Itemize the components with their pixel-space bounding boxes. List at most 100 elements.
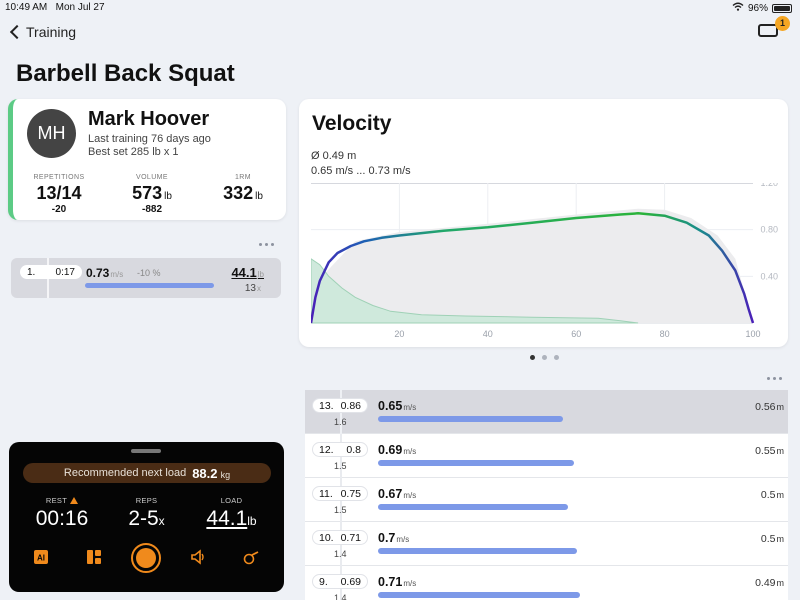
status-time: 10:49 AM Mon Jul 27 [5, 2, 105, 13]
force-area [311, 258, 639, 324]
stat-label: VOLUME [136, 174, 168, 181]
load-label: LOAD [220, 496, 243, 505]
battery-percent: 96% [747, 2, 768, 14]
ai-icon[interactable]: AI [32, 548, 50, 566]
rep-pill: 11. 0.75 [312, 486, 368, 501]
rep-peak-velocity: 0.8 [346, 443, 361, 456]
rep-peak-velocity: 0.69 [340, 575, 361, 588]
set-velocity: 0.73m/s [86, 266, 124, 280]
reps-more-button[interactable] [767, 377, 782, 380]
rep-number: 9. [319, 575, 328, 588]
set-row[interactable]: 1. 0:17 0.73m/s -10 % 44.1lb 13x [11, 258, 281, 298]
page-indicator[interactable] [530, 355, 559, 360]
status-right: 96% [732, 2, 792, 14]
reps-value: 2-5x [128, 507, 165, 530]
rep-velocity-bar [378, 548, 577, 554]
rep-row[interactable]: 11. 0.75 1.5 0.67m/s 0.5m [305, 478, 788, 522]
rep-number: 10. [319, 531, 334, 544]
set-change: -10 % [137, 268, 161, 278]
rest-timer[interactable]: REST 00:16 [27, 496, 97, 531]
list-icon[interactable] [85, 548, 103, 566]
set-more-button[interactable] [259, 243, 274, 246]
y-tick-label: 1.20 [760, 183, 778, 188]
rep-velocity-bar [378, 416, 563, 422]
set-reps: 13x [244, 283, 261, 294]
rep-velocity: 0.69m/s [378, 443, 417, 457]
rep-duration: 1.6 [334, 417, 347, 427]
rep-peak-velocity: 0.75 [340, 487, 361, 500]
velocity-band [311, 208, 753, 323]
rep-row[interactable]: 13. 0.86 1.6 0.65m/s 0.56m [305, 390, 788, 434]
page-dot[interactable] [554, 355, 559, 360]
status-bar: 10:49 AM Mon Jul 27 96% [0, 0, 800, 16]
back-label: Training [26, 24, 77, 40]
back-button[interactable]: Training [8, 24, 76, 40]
record-button[interactable] [131, 543, 161, 573]
rep-duration: 1.4 [334, 549, 347, 559]
page-title: Barbell Back Squat [16, 60, 235, 87]
volume-icon[interactable] [189, 548, 207, 566]
velocity-chart: 20 40 60 80 100 1.20 0.80 0.40 [311, 183, 778, 339]
rep-velocity: 0.65m/s [378, 399, 417, 413]
stat-value: 13/14 [36, 183, 82, 203]
avg-distance: Ø 0.49 m [311, 150, 357, 162]
recommended-label: Recommended next load [63, 467, 187, 479]
stat-value: 332 lb [223, 183, 263, 203]
rep-pill: 10. 0.71 [312, 530, 368, 545]
athlete-card[interactable]: MH Mark Hoover Last training 76 days ago… [8, 99, 286, 220]
rep-peak-velocity: 0.71 [340, 531, 361, 544]
rep-distance: 0.56m [755, 401, 784, 413]
rep-peak-velocity: 0.86 [340, 399, 361, 412]
wifi-icon [732, 2, 744, 14]
rep-velocity: 0.7m/s [378, 531, 410, 545]
stat-sub: -882 [141, 204, 162, 215]
velocity-card[interactable]: Velocity Ø 0.49 m 0.65 m/s ... 0.73 m/s … [299, 99, 788, 347]
rep-velocity: 0.71m/s [378, 575, 417, 589]
svg-text:AI: AI [37, 554, 45, 563]
x-tick-label: 40 [483, 329, 493, 339]
stat-1rm: 1RM 332 lb [213, 174, 273, 204]
set-number-pill: 1. 0:17 [20, 265, 82, 279]
rep-duration: 1.5 [334, 505, 347, 515]
set-number: 1. [27, 266, 36, 278]
reps-target[interactable]: REPS 2-5x [114, 496, 179, 531]
control-panel[interactable]: Recommended next load 88.2 kg REST 00:16… [9, 442, 284, 592]
rep-row[interactable]: 9. 0.69 1.4 0.71m/s 0.49m [305, 566, 788, 600]
rep-number: 12. [319, 443, 334, 456]
reps-label: REPS [135, 496, 158, 505]
battery-icon [772, 3, 792, 13]
rep-velocity-bar [378, 504, 569, 510]
rest-value: 00:16 [35, 507, 89, 530]
rep-pill: 12. 0.8 [312, 442, 368, 457]
rep-distance: 0.55m [755, 445, 784, 457]
athlete-name: Mark Hoover [88, 108, 210, 130]
reps-list[interactable]: 13. 0.86 1.6 0.65m/s 0.56m 12. 0.8 1.5 0.69m/s 0.… [305, 390, 788, 600]
page-dot[interactable] [530, 355, 535, 360]
rep-number: 13. [319, 399, 334, 412]
rep-velocity-bar [378, 592, 580, 598]
rep-duration: 1.4 [334, 593, 347, 600]
rep-row[interactable]: 12. 0.8 1.5 0.69m/s 0.55m [305, 434, 788, 478]
rep-velocity: 0.67m/s [378, 487, 417, 501]
stat-volume: VOLUME 573 lb -882 [117, 174, 187, 215]
stat-repetitions: REPETITIONS 13/14 -20 [29, 174, 89, 215]
device-icon [758, 24, 778, 37]
best-set: Best set 285 lb x 1 [88, 146, 179, 158]
rep-row[interactable]: 10. 0.71 1.4 0.7m/s 0.5m [305, 522, 788, 566]
control-toolbar: AI [9, 543, 284, 573]
recommended-value: 88.2 kg [192, 465, 231, 481]
set-velocity-bar [85, 283, 214, 288]
rep-pill: 9. 0.69 [312, 574, 368, 589]
panel-grabber[interactable] [131, 449, 161, 453]
rep-distance: 0.49m [755, 577, 784, 589]
rep-velocity-bar [378, 460, 574, 466]
load-setting[interactable]: LOAD 44.1lb [194, 496, 269, 531]
rest-label: REST [27, 496, 97, 505]
velocity-line [311, 212, 755, 324]
warning-icon [70, 497, 79, 504]
page-dot[interactable] [542, 355, 547, 360]
device-status-button[interactable]: 1 [758, 16, 790, 38]
whistle-icon[interactable] [242, 548, 260, 566]
stat-sub: -20 [51, 204, 67, 215]
chevron-left-icon [9, 24, 25, 40]
